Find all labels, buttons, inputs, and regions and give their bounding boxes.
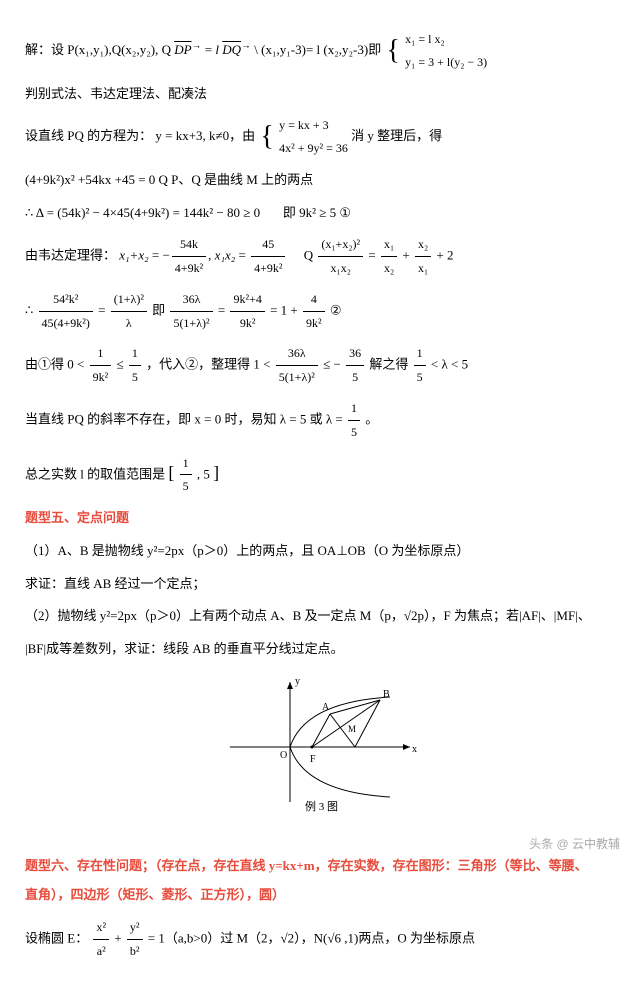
s5-line-3: （2）抛物线 y²=2px（p＞0）上有两个动点 A、B 及一定点 M（p，√2…	[25, 604, 615, 629]
vec-dq: DQ	[222, 42, 241, 57]
line-8: 由①得 0 < 19k² ≤ 15 ，代入②，整理得 1 < 36λ5(1+λ)…	[25, 342, 615, 389]
svg-text:F: F	[310, 754, 316, 765]
svg-text:A: A	[322, 702, 330, 713]
line-6: 由韦达定理得： x₁+x₂ = −54k4+9k², x₁x₂ = 454+9k…	[25, 233, 615, 280]
line-1: 解：设 P(x₁,y₁),Q(x₂,y₂), Q DP→ = l DQ→ \ (…	[25, 28, 615, 74]
s5-line-1: （1）A、B 是抛物线 y²=2px（p＞0）上的两点，且 OA⊥OB（O 为坐…	[25, 539, 615, 564]
svg-text:O: O	[280, 750, 287, 761]
svg-text:B: B	[383, 689, 390, 700]
line-ellipse: 设椭圆 E： x²a² + y²b² = 1（a,b>0）过 M（2，√2），N…	[25, 916, 615, 963]
watermark: 头条 @ 云中教辅	[529, 833, 620, 856]
line-9: 当直线 PQ 的斜率不存在，即 x = 0 时，易知 λ = 5 或 λ = 1…	[25, 397, 615, 444]
line-7: ∴ 54²k²45(4+9k²) = (1+λ)²λ 即 36λ5(1+λ)² …	[25, 288, 615, 335]
section-6-title-2: 直角），四边形（矩形、菱形、正方形），圆）	[25, 883, 615, 908]
line-2: 判别式法、韦达定理法、配凑法	[25, 82, 615, 107]
line-3: 设直线 PQ 的方程为： y = kx+3, k≠0，由 { y = kx + …	[25, 114, 615, 160]
parabola-diagram: x y O F A B M 例 3 图	[220, 672, 420, 812]
line-10: 总之实数 l 的取值范围是 [ 15 , 5 ]	[25, 452, 615, 499]
s5-line-2: 求证：直线 AB 经过一个定点；	[25, 572, 615, 597]
svg-text:y: y	[295, 676, 300, 687]
line-5: ∴ Δ = (54k)² − 4×45(4+9k²) = 144k² − 80 …	[25, 201, 615, 226]
section-6-title-1: 题型六、存在性问题；（存在点，存在直线 y=kx+m，存在实数，存在图形：三角形…	[25, 854, 615, 879]
line-4: (4+9k²)x² +54kx +45 = 0 Q P、Q 是曲线 M 上的两点	[25, 168, 615, 193]
svg-text:例 3 图: 例 3 图	[305, 799, 338, 812]
section-5-title: 题型五、定点问题	[25, 506, 615, 531]
svg-text:x: x	[412, 744, 417, 755]
svg-text:M: M	[348, 724, 356, 734]
s5-line-4: |BF|成等差数列，求证：线段 AB 的垂直平分线过定点。	[25, 637, 615, 662]
vec-dp: DP	[174, 42, 191, 57]
text: 解：设 P(x₁,y₁),Q(x₂,y₂), Q	[25, 42, 174, 57]
